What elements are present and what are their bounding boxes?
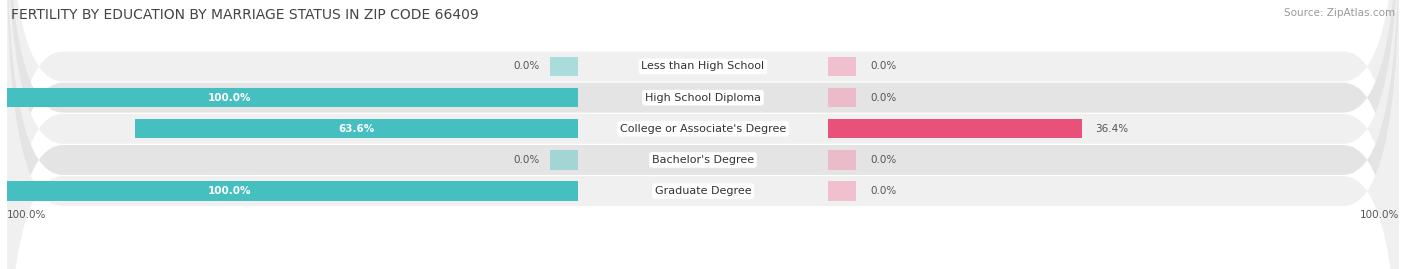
Text: FERTILITY BY EDUCATION BY MARRIAGE STATUS IN ZIP CODE 66409: FERTILITY BY EDUCATION BY MARRIAGE STATU… [11,8,479,22]
Text: 0.0%: 0.0% [870,62,896,72]
Bar [0,88,578,107]
Text: Graduate Degree: Graduate Degree [655,186,751,196]
FancyBboxPatch shape [7,0,1399,269]
FancyBboxPatch shape [7,0,1399,269]
Text: 100.0%: 100.0% [208,186,252,196]
Bar [828,88,856,107]
FancyBboxPatch shape [7,0,1399,269]
Bar [828,182,856,201]
Text: Bachelor's Degree: Bachelor's Degree [652,155,754,165]
Bar [828,150,856,170]
Bar [135,119,578,139]
Bar [828,119,1081,139]
Text: 0.0%: 0.0% [870,93,896,103]
Text: High School Diploma: High School Diploma [645,93,761,103]
Text: 0.0%: 0.0% [513,155,540,165]
Text: Less than High School: Less than High School [641,62,765,72]
Bar [828,57,856,76]
Bar [550,150,578,170]
Text: 0.0%: 0.0% [870,155,896,165]
Text: Source: ZipAtlas.com: Source: ZipAtlas.com [1284,8,1395,18]
Text: 0.0%: 0.0% [870,186,896,196]
Bar [0,182,578,201]
Text: 100.0%: 100.0% [208,93,252,103]
FancyBboxPatch shape [7,0,1399,269]
Text: 100.0%: 100.0% [7,210,46,220]
Text: 63.6%: 63.6% [339,124,374,134]
Text: 0.0%: 0.0% [513,62,540,72]
Text: College or Associate's Degree: College or Associate's Degree [620,124,786,134]
FancyBboxPatch shape [7,0,1399,269]
Text: 36.4%: 36.4% [1095,124,1129,134]
Text: 100.0%: 100.0% [1360,210,1399,220]
Bar [550,57,578,76]
